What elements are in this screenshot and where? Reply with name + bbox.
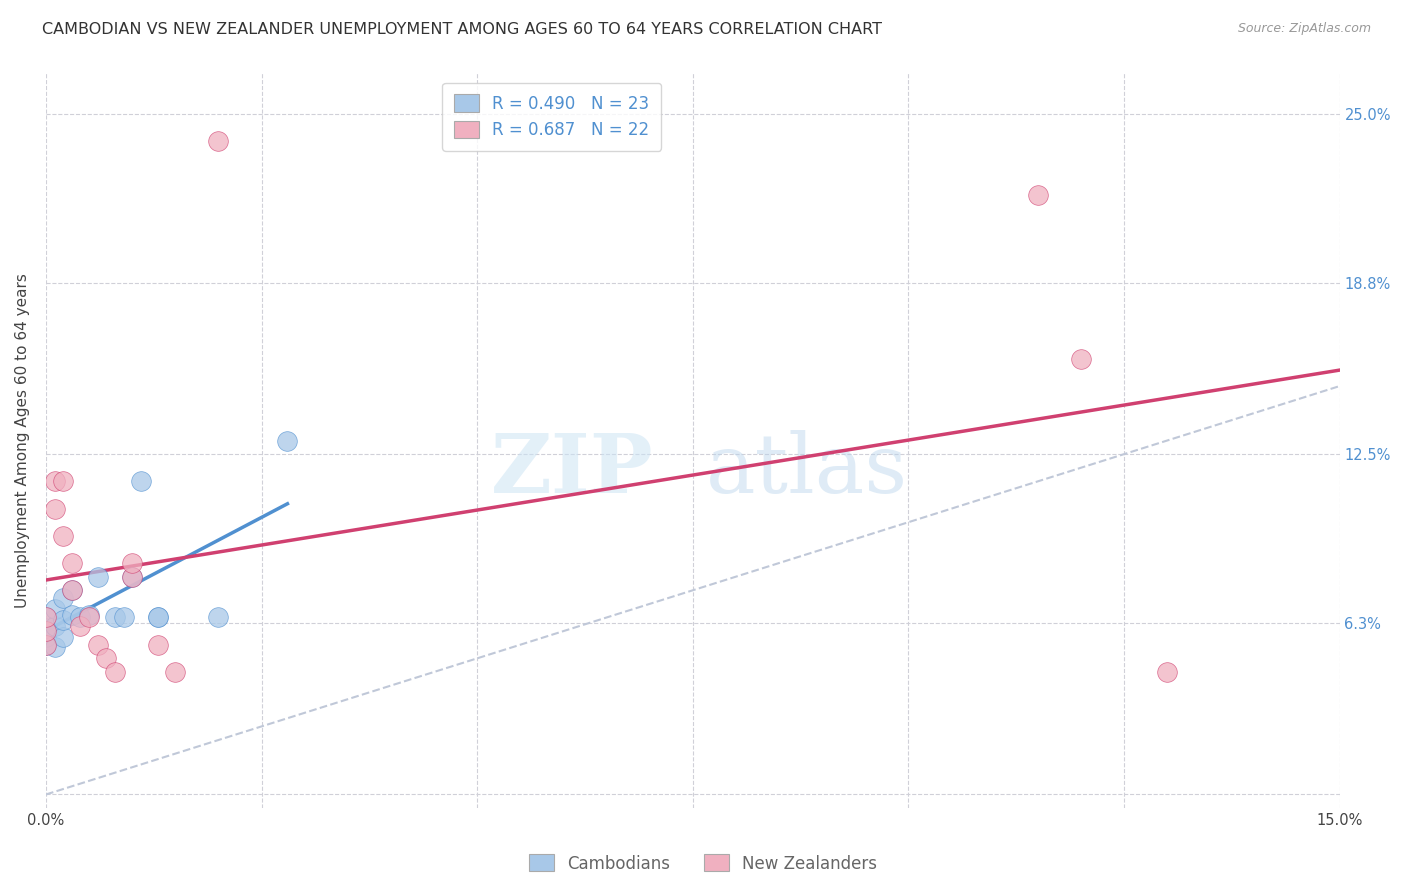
Point bbox=[35, 610, 58, 624]
Point bbox=[35, 621, 58, 635]
Point bbox=[146, 610, 169, 624]
Point bbox=[44, 640, 66, 655]
Point bbox=[276, 434, 298, 448]
Point bbox=[69, 610, 91, 624]
Text: ZIP: ZIP bbox=[491, 430, 654, 510]
Point bbox=[1070, 351, 1092, 366]
Text: CAMBODIAN VS NEW ZEALANDER UNEMPLOYMENT AMONG AGES 60 TO 64 YEARS CORRELATION CH: CAMBODIAN VS NEW ZEALANDER UNEMPLOYMENT … bbox=[42, 22, 882, 37]
Point bbox=[77, 610, 100, 624]
Text: Source: ZipAtlas.com: Source: ZipAtlas.com bbox=[1237, 22, 1371, 36]
Text: atlas: atlas bbox=[706, 430, 908, 510]
Point bbox=[69, 618, 91, 632]
Point bbox=[121, 569, 143, 583]
Point bbox=[52, 475, 75, 489]
Point bbox=[207, 610, 229, 624]
Point bbox=[60, 607, 83, 622]
Y-axis label: Unemployment Among Ages 60 to 64 years: Unemployment Among Ages 60 to 64 years bbox=[15, 273, 30, 608]
Point bbox=[104, 610, 127, 624]
Point bbox=[121, 556, 143, 570]
Point bbox=[146, 610, 169, 624]
Point bbox=[60, 556, 83, 570]
Point bbox=[35, 610, 58, 624]
Point bbox=[44, 501, 66, 516]
Point bbox=[35, 638, 58, 652]
Point bbox=[35, 638, 58, 652]
Point bbox=[121, 569, 143, 583]
Point bbox=[44, 618, 66, 632]
Point bbox=[60, 583, 83, 598]
Point bbox=[52, 591, 75, 606]
Point bbox=[52, 529, 75, 543]
Point bbox=[165, 665, 187, 679]
Point bbox=[44, 475, 66, 489]
Point bbox=[44, 602, 66, 616]
Point bbox=[104, 665, 127, 679]
Point bbox=[60, 583, 83, 598]
Point bbox=[87, 638, 110, 652]
Point bbox=[112, 610, 135, 624]
Point bbox=[96, 651, 118, 665]
Point bbox=[129, 475, 152, 489]
Point bbox=[1026, 188, 1049, 202]
Point bbox=[35, 630, 58, 644]
Point bbox=[52, 630, 75, 644]
Point bbox=[77, 607, 100, 622]
Point bbox=[35, 624, 58, 639]
Point bbox=[87, 569, 110, 583]
Legend: Cambodians, New Zealanders: Cambodians, New Zealanders bbox=[523, 847, 883, 880]
Point bbox=[207, 134, 229, 148]
Point bbox=[52, 613, 75, 627]
Point bbox=[1156, 665, 1178, 679]
Point bbox=[146, 638, 169, 652]
Legend: R = 0.490   N = 23, R = 0.687   N = 22: R = 0.490 N = 23, R = 0.687 N = 22 bbox=[443, 83, 661, 151]
